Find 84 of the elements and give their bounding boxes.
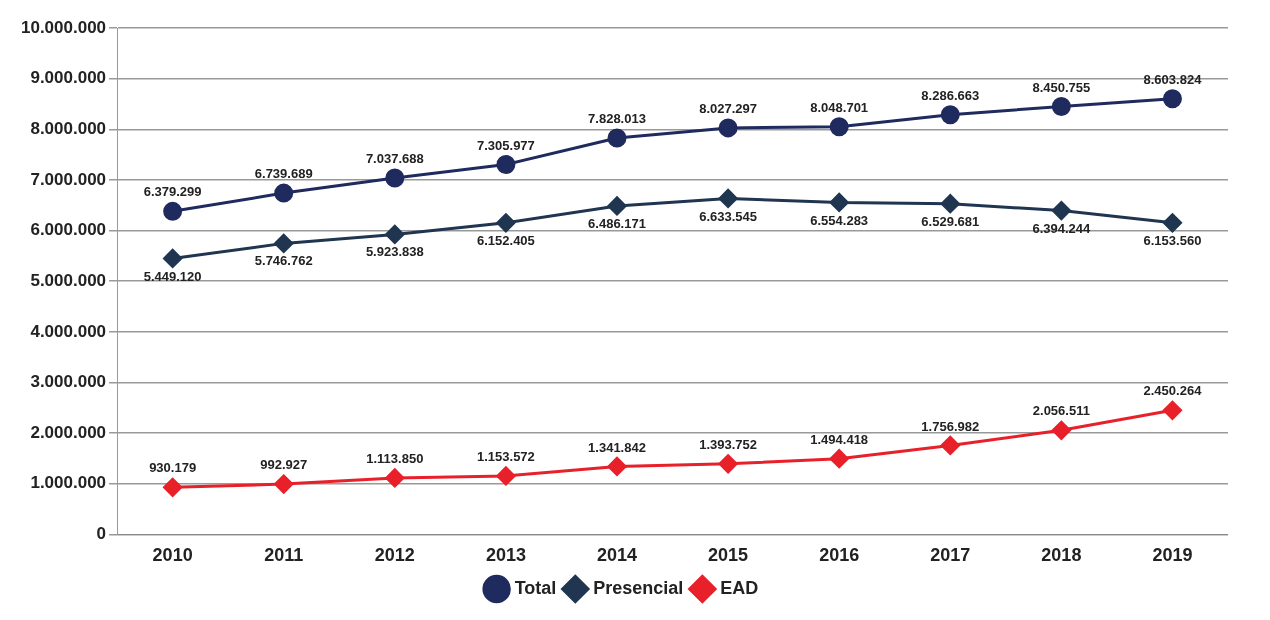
data-label: 8.603.824	[1143, 71, 1203, 87]
point	[274, 233, 294, 253]
point	[940, 435, 960, 455]
y-tick-label: 0	[96, 524, 107, 544]
data-label: 6.554.283	[810, 212, 869, 228]
x-tick-label: 2014	[596, 545, 638, 566]
data-label: 7.828.013	[588, 111, 646, 127]
legend-label: Total	[514, 577, 557, 598]
legend-label: Presencial	[593, 577, 684, 598]
point	[163, 201, 183, 221]
data-label: 8.450.755	[1032, 79, 1091, 95]
data-label: 930.179	[149, 460, 197, 476]
data-label: 6.153.560	[1143, 232, 1202, 248]
data-label: 8.027.297	[699, 100, 758, 116]
point	[385, 468, 405, 488]
x-tick-label: 2016	[819, 545, 860, 566]
point	[163, 477, 183, 497]
x-tick-label: 2015	[708, 545, 749, 566]
data-label: 8.048.701	[810, 99, 869, 115]
point	[1162, 213, 1182, 233]
data-label: 1.494.418	[810, 431, 869, 447]
point	[718, 118, 738, 138]
x-tick-label: 2013	[485, 545, 526, 566]
point	[385, 224, 405, 244]
y-tick-label: 5.000.000	[30, 270, 107, 290]
data-label: 6.394.244	[1032, 220, 1092, 236]
y-tick-label: 10.000.000	[20, 17, 107, 37]
data-label: 5.449.120	[143, 268, 202, 284]
y-tick-label: 1.000.000	[30, 473, 107, 493]
point	[385, 168, 405, 188]
x-tick-label: 2012	[374, 545, 415, 566]
data-label: 6.739.689	[254, 166, 313, 182]
point	[940, 194, 960, 214]
point	[607, 128, 627, 148]
data-label: 5.746.762	[254, 253, 313, 269]
data-label: 7.037.688	[365, 151, 424, 167]
point	[718, 454, 738, 474]
data-label: 6.379.299	[143, 184, 202, 200]
y-tick-label: 6.000.000	[30, 220, 107, 240]
data-label: 1.393.752	[699, 436, 758, 452]
data-label: 1.341.842	[588, 439, 646, 455]
point	[607, 456, 627, 476]
point	[718, 188, 738, 208]
x-tick-label: 2017	[930, 545, 971, 566]
y-tick-label: 7.000.000	[30, 169, 107, 189]
point	[829, 192, 849, 212]
y-tick-label: 8.000.000	[30, 118, 107, 138]
x-tick-label: 2019	[1152, 545, 1193, 566]
point	[496, 213, 516, 233]
point	[274, 183, 294, 203]
x-tick-label: 2018	[1041, 545, 1082, 566]
data-label: 8.286.663	[921, 87, 980, 103]
y-tick-label: 9.000.000	[30, 68, 107, 88]
data-label: 2.450.264	[1143, 383, 1203, 399]
data-label: 1.153.572	[476, 449, 535, 465]
point	[940, 105, 960, 125]
data-label: 5.923.838	[365, 244, 424, 260]
point	[829, 449, 849, 469]
y-tick-label: 3.000.000	[30, 372, 107, 392]
point	[1162, 89, 1182, 109]
x-tick-label: 2010	[152, 545, 193, 566]
data-label: 6.486.171	[588, 216, 646, 232]
point	[274, 474, 294, 494]
data-label: 7.305.977	[476, 137, 535, 153]
y-tick-label: 2.000.000	[30, 422, 107, 442]
data-label: 6.152.405	[476, 232, 535, 248]
point	[496, 466, 516, 486]
point	[1051, 420, 1071, 440]
point	[1051, 96, 1071, 116]
data-label: 6.633.545	[699, 208, 758, 224]
data-label: 2.056.511	[1032, 403, 1090, 419]
legend-label: EAD	[720, 577, 759, 598]
data-label: 1.756.982	[921, 418, 980, 434]
point	[1051, 201, 1071, 221]
point	[607, 196, 627, 216]
data-label: 1.113.850	[366, 451, 424, 467]
point	[829, 117, 849, 137]
data-label: 992.927	[260, 457, 308, 473]
x-tick-label: 2011	[264, 545, 304, 566]
point	[496, 154, 516, 174]
point	[1162, 400, 1182, 420]
point	[163, 248, 183, 268]
data-label: 6.529.681	[921, 213, 980, 229]
y-tick-label: 4.000.000	[30, 321, 107, 341]
